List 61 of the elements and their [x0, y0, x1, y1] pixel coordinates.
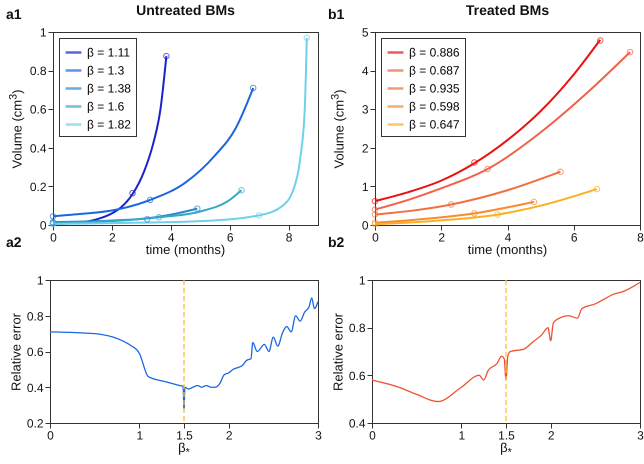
legend-label: β = 0.647 [409, 118, 460, 132]
x-tick-label: 2 [548, 428, 555, 442]
y-tick-label: 0.6 [26, 345, 44, 359]
y-tick-label: 0.6 [30, 102, 47, 117]
x-tick-label: 8 [286, 230, 293, 244]
x-tick-label: 8 [637, 230, 644, 244]
y-tick-label: 0.2 [30, 180, 47, 194]
y-tick-label: 0 [362, 218, 369, 232]
x-tick-label: 2 [438, 230, 446, 244]
y-tick-label: 0.8 [26, 309, 44, 324]
x-tick-label: 3 [637, 428, 644, 442]
y-tick-label: 5 [362, 26, 369, 40]
legend-label: β = 0.935 [409, 82, 460, 96]
y-tick-label: 4 [362, 64, 369, 78]
y-tick-label: 3 [362, 102, 369, 117]
x-tick-label: 2 [109, 230, 116, 244]
text: a2 [6, 234, 22, 250]
x-tick-label: 4 [504, 230, 512, 244]
x-axis-title: time (months) [468, 242, 548, 257]
y-tick-label: 1 [36, 274, 44, 288]
legend-label: β = 1.38 [87, 82, 132, 96]
y-tick-label: 2 [362, 141, 369, 156]
y-tick-label: 1 [358, 274, 366, 288]
y-tick-label: 0 [40, 218, 47, 232]
y-tick-label: 1 [362, 180, 369, 194]
y-tick-label: 0.8 [30, 64, 47, 78]
x-axis-title: β$_{*}$ [178, 440, 190, 459]
legend-label: β = 1.11 [87, 46, 130, 60]
x-tick-label: 2 [226, 428, 233, 442]
x-tick-label: 3 [315, 428, 322, 442]
y-tick-label: 0.6 [348, 368, 366, 383]
x-tick-label: 6 [570, 230, 578, 244]
legend-label: β = 1.82 [87, 118, 132, 132]
text: b1 [328, 6, 344, 22]
x-tick-label: 0 [50, 230, 58, 244]
chart-title: Treated BMs [466, 2, 550, 18]
chart-title: Untreated BMs [136, 2, 236, 18]
x-tick-label: 6 [226, 230, 234, 244]
legend-label: β = 0.886 [409, 46, 460, 60]
x-axis-title: β$_{*}$ [500, 440, 512, 459]
x-tick-label: 1.5 [498, 428, 516, 442]
y-axis-title: Relative error [330, 312, 346, 391]
legend-label: β = 0.687 [409, 64, 460, 78]
x-tick-label: 0 [372, 230, 380, 244]
y-tick-label: 0.4 [348, 416, 366, 430]
y-tick-label: 0.8 [348, 321, 366, 336]
text: a1 [6, 6, 22, 22]
y-tick-label: 1 [40, 26, 47, 40]
legend-label: β = 1.3 [87, 64, 125, 78]
y-axis-title: Relative error [8, 312, 24, 391]
x-tick-label: 1.5 [176, 428, 194, 442]
y-tick-label: 0.2 [26, 416, 44, 430]
text: b2 [328, 234, 344, 250]
legend-label: β = 0.598 [409, 100, 460, 114]
x-axis-title: time (months) [146, 242, 226, 257]
legend-label: β = 1.6 [87, 100, 125, 114]
x-tick-label: 4 [168, 230, 175, 244]
y-tick-label: 0.4 [26, 380, 44, 395]
x-tick-label: 1 [458, 428, 466, 442]
y-tick-label: 0.4 [30, 141, 47, 156]
x-tick-label: 1 [136, 428, 144, 442]
